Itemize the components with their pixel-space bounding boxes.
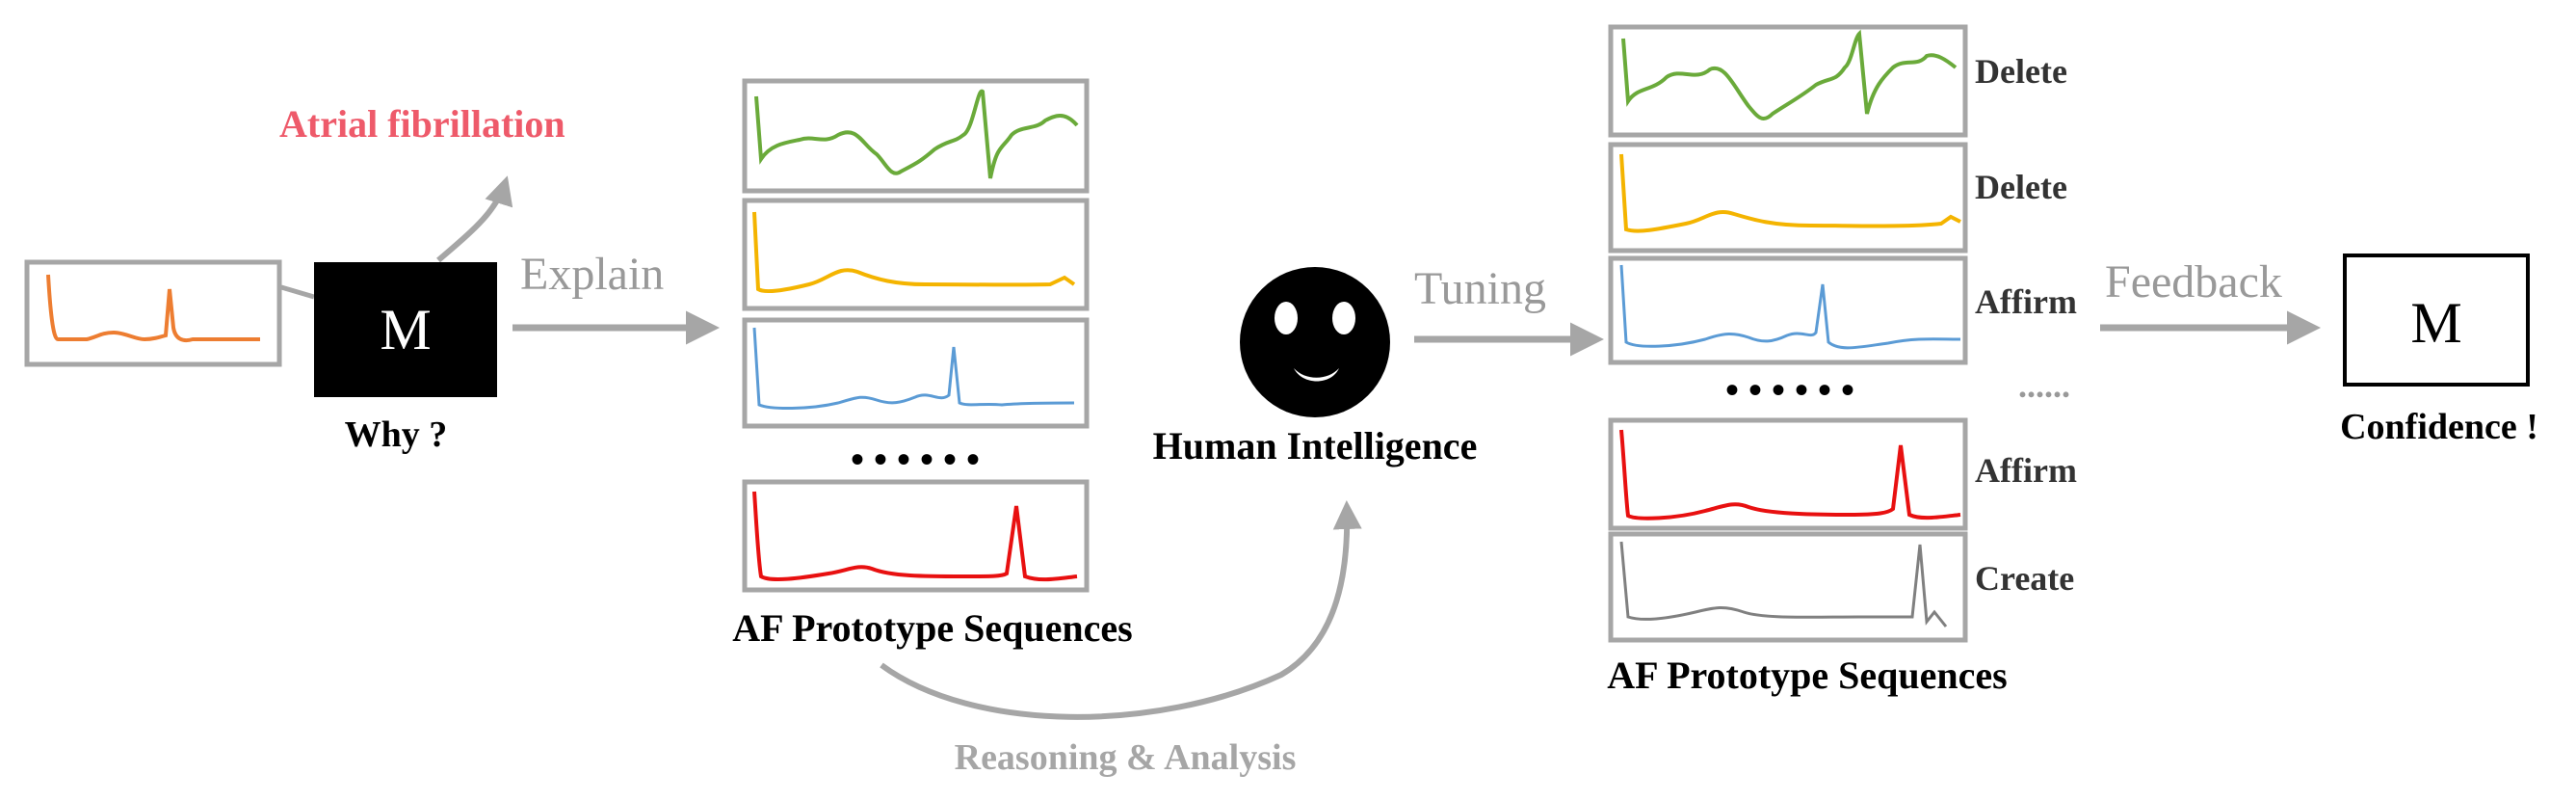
tuning-label: Tuning	[1414, 263, 1546, 314]
prototype-list-right: Delete Delete Affirm • • • • • • ...... …	[1608, 24, 2077, 643]
proto-right-box-3	[1608, 255, 1968, 365]
human-label: Human Intelligence	[1153, 424, 1478, 467]
proto-right-signal-yellow	[1619, 153, 1961, 233]
proto-dots-left: • • • • • •	[851, 438, 980, 481]
proto-signal-green	[754, 89, 1079, 179]
proto-signal-yellow	[752, 211, 1076, 294]
model-black-box	[314, 262, 497, 397]
model-label: M	[380, 298, 431, 361]
proto-box-1	[742, 78, 1090, 194]
proto-signal-red	[752, 491, 1078, 582]
prototype-title-left: AF Prototype Sequences	[732, 606, 1133, 650]
action-label-2: Delete	[1975, 168, 2067, 206]
input-ecg-box	[24, 259, 282, 367]
reasoning-label: Reasoning & Analysis	[955, 737, 1297, 778]
prototype-title-right: AF Prototype Sequences	[1607, 654, 2008, 697]
prototype-list-left: • • • • • •	[742, 78, 1090, 593]
input-ecg-signal	[46, 274, 260, 343]
proto-dots-right: • • • • • •	[1725, 368, 1854, 412]
proto-right-box-5	[1608, 531, 1968, 643]
action-label-1: Delete	[1975, 52, 2067, 91]
proto-right-signal-gray	[1619, 541, 1948, 627]
action-label-4: Affirm	[1975, 451, 2077, 490]
proto-right-box-4	[1608, 417, 1968, 531]
action-label-5: Create	[1975, 559, 2074, 598]
proto-right-box-2	[1608, 142, 1968, 254]
feedback-label: Feedback	[2105, 256, 2282, 307]
why-label: Why ?	[345, 414, 448, 455]
model-label-right: M	[2410, 291, 2461, 355]
proto-box-3	[742, 317, 1090, 429]
proto-right-signal-blue	[1619, 264, 1961, 350]
proto-box-2	[742, 198, 1090, 311]
action-dots: ......	[2018, 366, 2070, 405]
connector-input-model	[280, 284, 315, 300]
proto-box-4	[742, 479, 1090, 593]
proto-right-signal-green	[1621, 29, 1958, 121]
reasoning-arrow	[880, 500, 1362, 720]
smiley-icon	[1240, 267, 1390, 417]
proto-right-signal-red	[1619, 429, 1961, 521]
action-label-3: Affirm	[1975, 282, 2077, 321]
proto-signal-blue	[752, 327, 1075, 410]
model-white: M	[2343, 254, 2530, 387]
input-ecg	[24, 259, 282, 367]
proto-right-box-1	[1608, 24, 1968, 138]
model-black: M	[314, 262, 497, 397]
arrow-to-prediction	[436, 175, 513, 263]
confidence-label: Confidence !	[2340, 407, 2538, 447]
prediction-label: Atrial fibrillation	[279, 102, 565, 146]
explain-label: Explain	[520, 249, 664, 300]
model-white-box	[2343, 254, 2530, 387]
